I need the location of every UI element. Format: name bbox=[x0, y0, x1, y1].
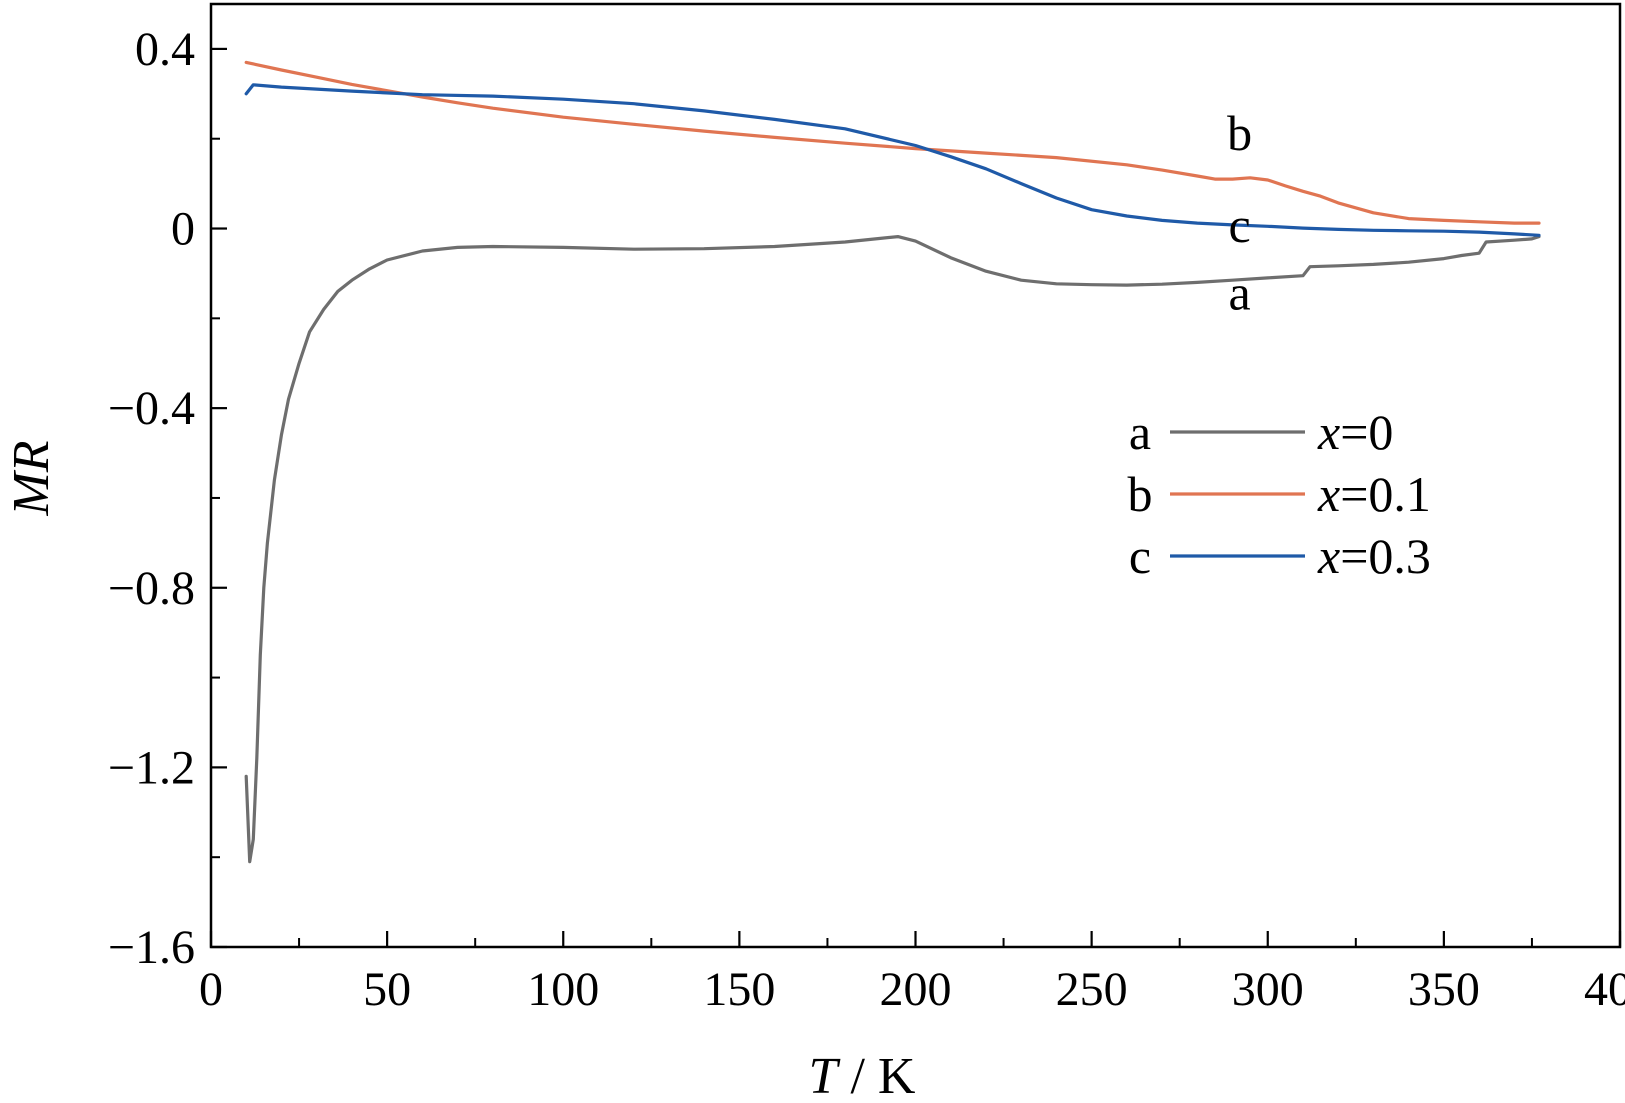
y-tick-label: −1.2 bbox=[108, 741, 195, 794]
series-line-a bbox=[244, 235, 1541, 864]
legend-label-a: x=0 bbox=[1317, 404, 1393, 460]
legend-var: x bbox=[1317, 466, 1340, 522]
y-tick-label: 0.4 bbox=[135, 23, 195, 76]
legend-label-b: x=0.1 bbox=[1317, 466, 1431, 522]
legend-tag-a: a bbox=[1129, 404, 1151, 460]
legend-value: =0 bbox=[1340, 404, 1393, 460]
legend-label-c: x=0.3 bbox=[1317, 528, 1431, 584]
y-tick-label: −0.8 bbox=[108, 562, 195, 615]
curve-annotations: bca bbox=[1227, 105, 1252, 320]
x-axis-var: T bbox=[809, 1048, 841, 1103]
legend-tag-b: b bbox=[1128, 466, 1153, 522]
x-axis-unit: / K bbox=[837, 1048, 915, 1103]
y-tick-label: −1.6 bbox=[108, 921, 195, 974]
x-tick-label: 200 bbox=[880, 963, 952, 1016]
ticks bbox=[209, 47, 1622, 949]
legend-value: =0.3 bbox=[1340, 528, 1431, 584]
x-axis-title: T / K bbox=[809, 1048, 916, 1103]
series-lines bbox=[244, 60, 1541, 864]
legend: a x=0b x=0.1c x=0.3 bbox=[1128, 404, 1431, 584]
curve-label-b: b bbox=[1227, 105, 1252, 161]
x-tick-label: 400 bbox=[1584, 963, 1625, 1016]
series-line-b bbox=[244, 60, 1541, 225]
x-tick-label: 350 bbox=[1408, 963, 1480, 1016]
x-tick-label: 0 bbox=[199, 963, 223, 1016]
curve-label-a: a bbox=[1228, 264, 1250, 320]
x-tick-label: 150 bbox=[703, 963, 775, 1016]
series-line-c bbox=[244, 83, 1541, 237]
tick-labels: 0 50 100 150 200 250 300 350 400 0.4 0 −0.4 −0.8 −1.2… bbox=[108, 23, 1625, 1016]
curve-label-c: c bbox=[1228, 197, 1250, 253]
x-tick-label: 250 bbox=[1056, 963, 1128, 1016]
y-tick-label: 0 bbox=[171, 203, 195, 256]
y-axis-title: MR bbox=[3, 440, 60, 516]
legend-var: x bbox=[1317, 528, 1340, 584]
legend-tag-c: c bbox=[1129, 528, 1151, 584]
x-tick-label: 50 bbox=[363, 963, 411, 1016]
x-tick-label: 300 bbox=[1232, 963, 1304, 1016]
legend-value: =0.1 bbox=[1340, 466, 1431, 522]
legend-var: x bbox=[1317, 404, 1340, 460]
x-tick-label: 100 bbox=[527, 963, 599, 1016]
y-tick-label: −0.4 bbox=[108, 382, 195, 435]
